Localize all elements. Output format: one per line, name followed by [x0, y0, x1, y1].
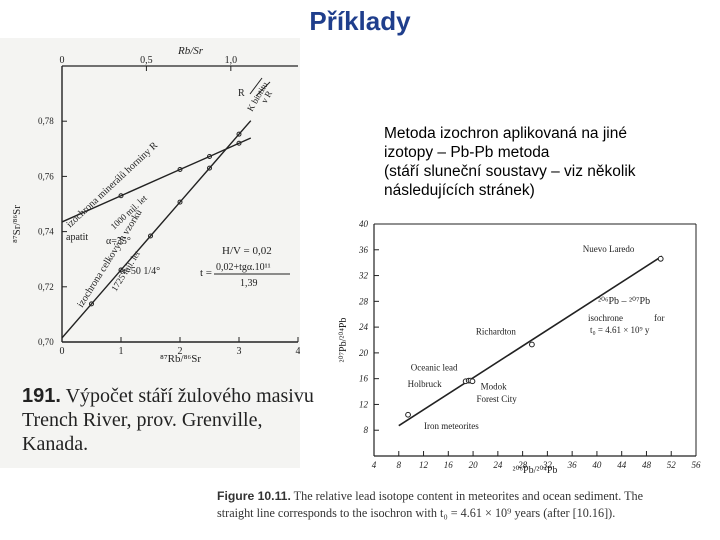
right-y-tick-label: 24	[359, 322, 369, 332]
isochron-line	[398, 255, 663, 427]
left-isochron-line-1	[61, 120, 252, 339]
pb-point-label: Oceanic lead	[411, 363, 458, 373]
pb-pb-isochron-chart: 4 8 12 16 20 24 28 32 36 40 44 48 52 5681216202428323…	[338, 219, 702, 476]
right-y-axis-label: ²⁰⁷Pb/²⁰⁴Pb	[338, 318, 349, 363]
left-top-axis-label: Rb/Sr	[177, 45, 204, 57]
pb-data-point	[469, 378, 476, 385]
pb-point-label: Richardton	[476, 327, 516, 337]
annotation-alpha-50: α=50 1/4°	[120, 266, 160, 277]
right-figure-caption: Figure 10.11. The relative lead isotope …	[217, 488, 717, 522]
right-y-tick-label: 16	[359, 374, 369, 384]
left-x-tick-label: 1	[119, 346, 124, 357]
left-figure-caption: 191. Výpočet stáří žulového masivu Trenc…	[22, 384, 314, 456]
description-line-1: Metoda izochron aplikovaná na jiné	[384, 125, 627, 142]
left-data-point	[177, 199, 183, 205]
isochron-label-line-2: isochrone	[588, 313, 623, 323]
left-data-point	[89, 301, 94, 307]
annotation-hv-ratio: H/V = 0,02	[222, 245, 272, 257]
right-x-tick-label: 44	[617, 460, 627, 470]
right-x-tick-label: 4	[372, 460, 377, 470]
caption-line-2: Trench River, prov. Grenville,	[22, 409, 263, 431]
pb-point-label: Forest City	[476, 394, 517, 404]
rb-sr-isochron-chart: 0 1 2 3 4 0,70 0,72 0,74 0,76 0,78 0 0,5 1,0 Rb/Sr ⁸⁷R…	[11, 45, 301, 365]
pb-data-point	[405, 411, 411, 418]
right-x-tick-label: 56	[692, 460, 702, 470]
description-line-2: izotopy – Pb-Pb metoda	[384, 144, 550, 161]
right-y-tick-label: 40	[359, 219, 369, 229]
isochron-label-line-3: for	[654, 313, 665, 323]
right-x-tick-label: 16	[444, 460, 454, 470]
annotation-point-r: R	[238, 88, 245, 99]
left-x-tick-label: 0	[60, 346, 65, 357]
left-data-point	[207, 165, 212, 171]
right-x-tick-label: 28	[518, 460, 528, 470]
figure-caption-line-1: The relative lead isotope content in met…	[293, 489, 644, 503]
caption-line-3: Kanada.	[22, 433, 89, 455]
left-y-tick-label: 0,76	[38, 171, 54, 181]
left-data-point	[236, 140, 242, 146]
annotation-t-equals: t =	[200, 267, 212, 279]
left-data-point	[207, 154, 212, 160]
pb-point-label: Modok	[481, 382, 508, 392]
isochron-label-line-4: t₀ = 4.61 × 10⁹ y	[590, 325, 650, 335]
right-y-tick-label: 8	[364, 425, 369, 435]
left-y-tick-label: 0,70	[38, 337, 54, 347]
left-x-tick-label: 2	[178, 346, 183, 357]
annotation-apatit: apatit	[66, 232, 88, 243]
left-data-point	[236, 131, 242, 137]
right-x-axis-label: ²⁰⁶Pb/²⁰⁴Pb	[513, 465, 558, 476]
right-x-tick-label: 12	[419, 460, 429, 470]
left-y-axis-label: ⁸⁷Sr/⁸⁶Sr	[11, 205, 23, 243]
left-y-tick-label: 0,72	[38, 282, 54, 292]
right-y-tick-label: 32	[358, 271, 369, 281]
right-x-tick-label: 32	[542, 460, 553, 470]
left-top-tick-label: 1,0	[225, 55, 238, 66]
pb-data-point	[529, 341, 535, 348]
left-data-point	[118, 267, 124, 273]
isochron-label-line-1: ²⁰⁶Pb – ²⁰⁷Pb	[598, 296, 650, 307]
rb-sr-scan-background	[0, 38, 300, 468]
left-y-tick-label: 0,74	[38, 227, 54, 237]
left-x-axis-label: ⁸⁷Rb/⁸⁶Sr	[160, 353, 201, 365]
left-x-tick-label: 4	[296, 346, 301, 357]
pb-point-label: Nuevo Laredo	[583, 244, 635, 254]
slide-title: Příklady	[309, 6, 411, 36]
method-description: Metoda izochron aplikovaná na jiné izoto…	[384, 124, 714, 200]
figure-label: Figure 10.11.	[217, 489, 291, 503]
right-x-tick-label: 40	[592, 460, 602, 470]
right-y-tick-label: 28	[359, 296, 369, 306]
right-y-tick-label: 20	[359, 348, 369, 358]
figure-caption-line-2: straight line corresponds to the isochro…	[217, 506, 616, 520]
left-top-tick-label: 0,5	[140, 55, 153, 66]
right-x-tick-label: 52	[667, 460, 677, 470]
pb-point-label: Iron meteorites	[424, 421, 479, 431]
right-x-tick-label: 24	[493, 460, 503, 470]
right-y-tick-label: 36	[358, 245, 369, 255]
left-data-point	[148, 233, 153, 239]
annotation-pointer-1	[249, 77, 263, 95]
left-top-tick-label: 0	[60, 55, 65, 66]
left-data-point	[118, 193, 124, 199]
right-x-tick-label: 36	[567, 460, 578, 470]
annotation-formula-denominator: 1,39	[240, 278, 258, 289]
annotation-formula-numerator: 0,02+tgα.10¹¹	[216, 262, 271, 273]
right-x-tick-label: 48	[642, 460, 652, 470]
left-data-point	[177, 167, 183, 172]
pb-point-label: Holbruck	[408, 379, 442, 389]
annotation-alpha-35: α=35°	[106, 236, 131, 247]
right-x-tick-label: 20	[469, 460, 479, 470]
left-y-tick-label: 0,78	[38, 116, 54, 126]
caption-line-1: Výpočet stáří žulového masivu	[65, 385, 314, 407]
caption-number: 191.	[22, 385, 61, 407]
right-x-tick-label: 8	[397, 460, 402, 470]
right-y-tick-label: 12	[359, 399, 369, 409]
pb-data-point	[657, 255, 664, 262]
annotation-pointer-2	[255, 81, 271, 97]
left-x-tick-label: 3	[237, 346, 242, 357]
description-line-4: následujících stránek)	[384, 182, 535, 199]
description-line-3: (stáří sluneční soustavy – viz několik	[384, 163, 636, 180]
